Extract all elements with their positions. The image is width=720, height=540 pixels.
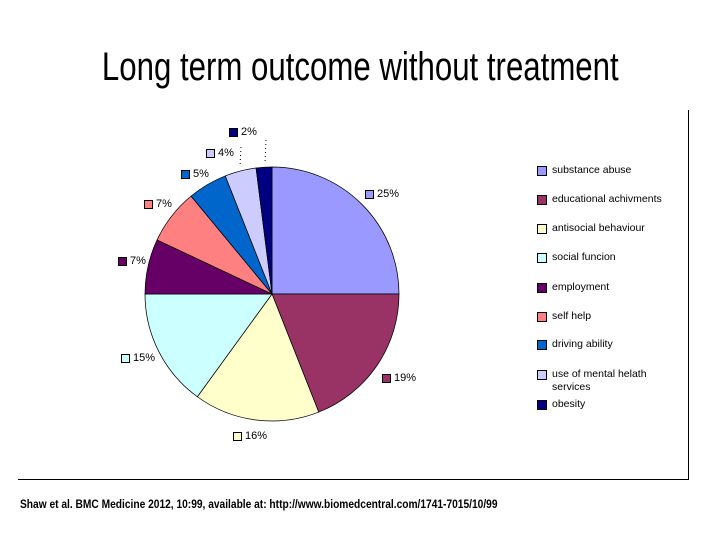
data-label-text: 7% bbox=[156, 198, 172, 210]
legend-item-obesity: obesity bbox=[537, 398, 585, 411]
data-label-swatch bbox=[118, 256, 127, 266]
legend-swatch bbox=[537, 370, 547, 380]
legend-swatch bbox=[537, 166, 547, 176]
legend-label: educational achivments bbox=[552, 193, 662, 205]
legend-item-employment: employment bbox=[537, 281, 609, 294]
data-label-swatch bbox=[181, 169, 190, 179]
legend-swatch bbox=[537, 340, 547, 350]
pie-slice-educational-achivments bbox=[271, 293, 400, 413]
data-label-text: 7% bbox=[130, 255, 146, 267]
data-label-text: 19% bbox=[394, 372, 417, 384]
data-label-swatch bbox=[206, 148, 215, 158]
pie-data-label: 15% bbox=[121, 352, 156, 364]
legend-item-self-help: self help bbox=[537, 310, 591, 323]
data-label-text: 15% bbox=[133, 352, 156, 364]
legend-label: antisocial behaviour bbox=[552, 222, 645, 234]
pie-data-label: 16% bbox=[233, 430, 268, 442]
data-label-swatch bbox=[233, 431, 242, 441]
pie-data-label: 5% bbox=[181, 168, 209, 180]
data-label-swatch bbox=[144, 199, 153, 209]
data-label-text: 25% bbox=[377, 188, 400, 200]
pie-slice-social-funcion bbox=[144, 293, 273, 398]
pie-data-label: 4% bbox=[206, 147, 234, 159]
data-label-text: 4% bbox=[218, 147, 234, 159]
citation-footer: Shaw et al. BMC Medicine 2012, 10:99, av… bbox=[20, 497, 498, 511]
chart-frame bbox=[18, 110, 689, 480]
legend-swatch bbox=[537, 224, 547, 234]
legend-label: social funcion bbox=[552, 251, 616, 263]
legend-item-social-funcion: social funcion bbox=[537, 251, 616, 264]
legend-label: obesity bbox=[552, 398, 586, 410]
leader-line-4pct bbox=[239, 146, 242, 168]
legend-item-driving-ability: driving ability bbox=[537, 338, 613, 351]
pie-data-label: 19% bbox=[382, 372, 417, 384]
legend-swatch bbox=[537, 195, 547, 205]
data-label-text: 2% bbox=[241, 126, 257, 138]
slide-title: Long term outcome without treatment bbox=[101, 45, 619, 89]
data-label-text: 5% bbox=[193, 168, 209, 180]
legend-label: self help bbox=[552, 310, 592, 322]
legend-item-antisocial-behaviour: antisocial behaviour bbox=[537, 222, 645, 235]
data-label-swatch bbox=[229, 127, 238, 137]
legend-label: employment bbox=[552, 281, 610, 293]
pie-data-label: 25% bbox=[365, 188, 400, 200]
legend-label: use of mental helath services bbox=[552, 368, 647, 393]
pie-data-label: 7% bbox=[144, 198, 172, 210]
data-label-text: 16% bbox=[245, 430, 268, 442]
pie-data-label: 2% bbox=[229, 126, 257, 138]
leader-line-2pct bbox=[264, 139, 267, 164]
legend-item-use-of-mental-helath-services: use of mental helath services bbox=[537, 368, 664, 394]
pie-slice-antisocial-behaviour bbox=[196, 293, 320, 422]
legend-swatch bbox=[537, 400, 547, 410]
legend-label: driving ability bbox=[552, 338, 613, 350]
legend-swatch bbox=[537, 253, 547, 263]
pie-slice-obesity bbox=[255, 166, 273, 295]
legend-swatch bbox=[537, 283, 547, 293]
data-label-swatch bbox=[382, 373, 391, 383]
legend-label: substance abuse bbox=[552, 164, 632, 176]
legend-item-educational-achivments: educational achivments bbox=[537, 193, 662, 206]
pie-data-label: 7% bbox=[118, 255, 146, 267]
legend-swatch bbox=[537, 312, 547, 322]
legend-item-substance-abuse: substance abuse bbox=[537, 164, 631, 177]
data-label-swatch bbox=[365, 189, 374, 199]
data-label-swatch bbox=[121, 353, 130, 363]
slide-title-area: Long term outcome without treatment bbox=[0, 44, 720, 90]
pie-slice-substance-abuse bbox=[271, 166, 400, 295]
